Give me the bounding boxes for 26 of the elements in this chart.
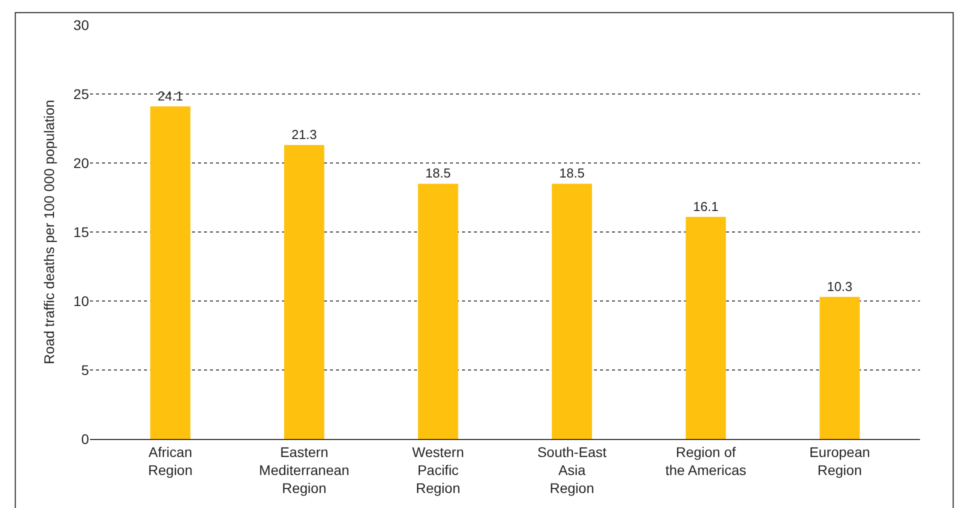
- x-tick-label: African Region: [148, 444, 193, 478]
- y-tick-label: 5: [81, 362, 90, 378]
- x-tick-label: South-East Asia Region: [537, 444, 607, 496]
- bar: [418, 184, 458, 439]
- x-tick-label: Region of the Americas: [665, 444, 746, 478]
- bar: [284, 145, 324, 439]
- y-tick-label: 10: [73, 292, 90, 309]
- bar: [686, 216, 726, 439]
- data-label: 10.3: [827, 278, 852, 294]
- y-axis-title: Road traffic deaths per 100 000 population: [41, 100, 58, 364]
- bar: [820, 296, 860, 439]
- data-label: 18.5: [425, 166, 451, 181]
- data-label: 18.5: [559, 166, 585, 181]
- bar: [150, 106, 190, 439]
- y-tick-label: 15: [73, 224, 90, 240]
- y-tick-label: 20: [73, 154, 90, 171]
- data-label: 21.3: [292, 127, 317, 142]
- y-tick-label: 30: [73, 16, 90, 33]
- data-label: 16.1: [693, 198, 718, 214]
- y-tick-label: 25: [73, 86, 90, 102]
- data-label: 24.1: [158, 88, 183, 104]
- bar: [552, 184, 592, 439]
- x-tick-label: European Region: [809, 444, 870, 478]
- x-tick-label: Western Pacific Region: [412, 444, 464, 496]
- x-tick-label: Eastern Mediterranean Region: [259, 444, 350, 496]
- y-tick-label: 0: [81, 430, 90, 447]
